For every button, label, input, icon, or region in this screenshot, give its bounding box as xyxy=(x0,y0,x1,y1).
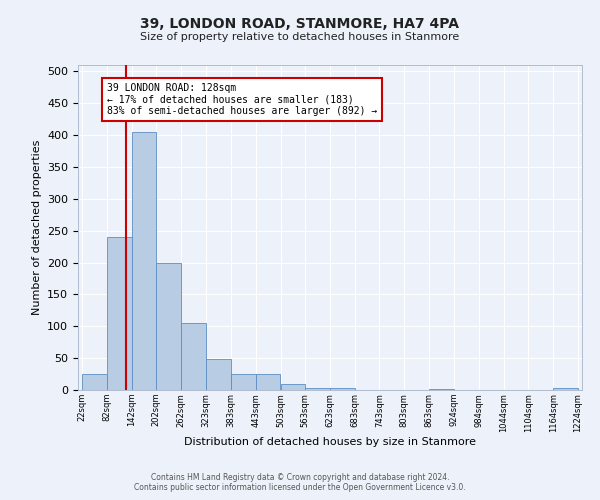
Bar xyxy=(305,388,330,390)
Text: Size of property relative to detached houses in Stanmore: Size of property relative to detached ho… xyxy=(140,32,460,42)
X-axis label: Distribution of detached houses by size in Stanmore: Distribution of detached houses by size … xyxy=(184,438,476,448)
Text: Contains public sector information licensed under the Open Government Licence v3: Contains public sector information licen… xyxy=(134,482,466,492)
Bar xyxy=(107,237,131,390)
Bar xyxy=(82,374,107,390)
Bar xyxy=(330,388,355,390)
Bar xyxy=(181,323,206,390)
Text: 39, LONDON ROAD, STANMORE, HA7 4PA: 39, LONDON ROAD, STANMORE, HA7 4PA xyxy=(140,18,460,32)
Bar xyxy=(429,388,454,390)
Text: 39 LONDON ROAD: 128sqm
← 17% of detached houses are smaller (183)
83% of semi-de: 39 LONDON ROAD: 128sqm ← 17% of detached… xyxy=(107,83,377,116)
Bar xyxy=(206,360,231,390)
Bar xyxy=(157,262,181,390)
Bar xyxy=(231,374,256,390)
Bar xyxy=(553,388,578,390)
Text: Contains HM Land Registry data © Crown copyright and database right 2024.: Contains HM Land Registry data © Crown c… xyxy=(151,472,449,482)
Bar xyxy=(281,384,305,390)
Bar xyxy=(132,132,156,390)
Y-axis label: Number of detached properties: Number of detached properties xyxy=(32,140,41,315)
Bar xyxy=(256,374,280,390)
